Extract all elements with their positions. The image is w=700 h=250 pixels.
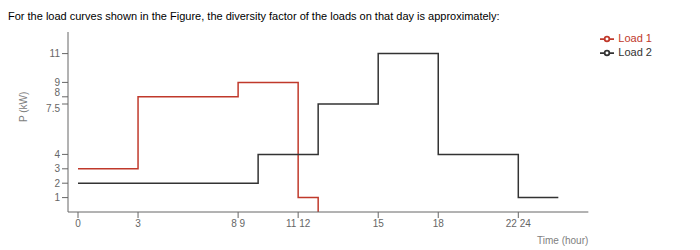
html-text:For the load curves shown in t: For the load curves shown in the Figure,… <box>8 10 500 22</box>
html-text:Load 2: Load 2 <box>618 46 652 59</box>
svg-text:9: 9 <box>54 77 60 88</box>
svg-text:1: 1 <box>54 192 60 203</box>
svg-text:8: 8 <box>54 87 60 98</box>
svg-text:18: 18 <box>433 218 445 229</box>
svg-text:0: 0 <box>75 218 81 229</box>
svg-text:22 24: 22 24 <box>506 218 531 229</box>
svg-text:P (kW): P (kW) <box>18 92 29 122</box>
svg-text:15: 15 <box>373 218 385 229</box>
svg-text:Time (hour): Time (hour) <box>537 235 588 246</box>
svg-text:4: 4 <box>54 149 60 160</box>
svg-text:11 12: 11 12 <box>286 218 311 229</box>
html-text:Load 1: Load 1 <box>618 32 652 44</box>
svg-text:3: 3 <box>54 163 60 174</box>
svg-text:11: 11 <box>50 48 61 59</box>
svg-text:2: 2 <box>54 178 60 189</box>
svg-text:3: 3 <box>135 218 141 229</box>
svg-text:8 9: 8 9 <box>231 218 245 229</box>
svg-text:7.5: 7.5 <box>46 103 60 114</box>
